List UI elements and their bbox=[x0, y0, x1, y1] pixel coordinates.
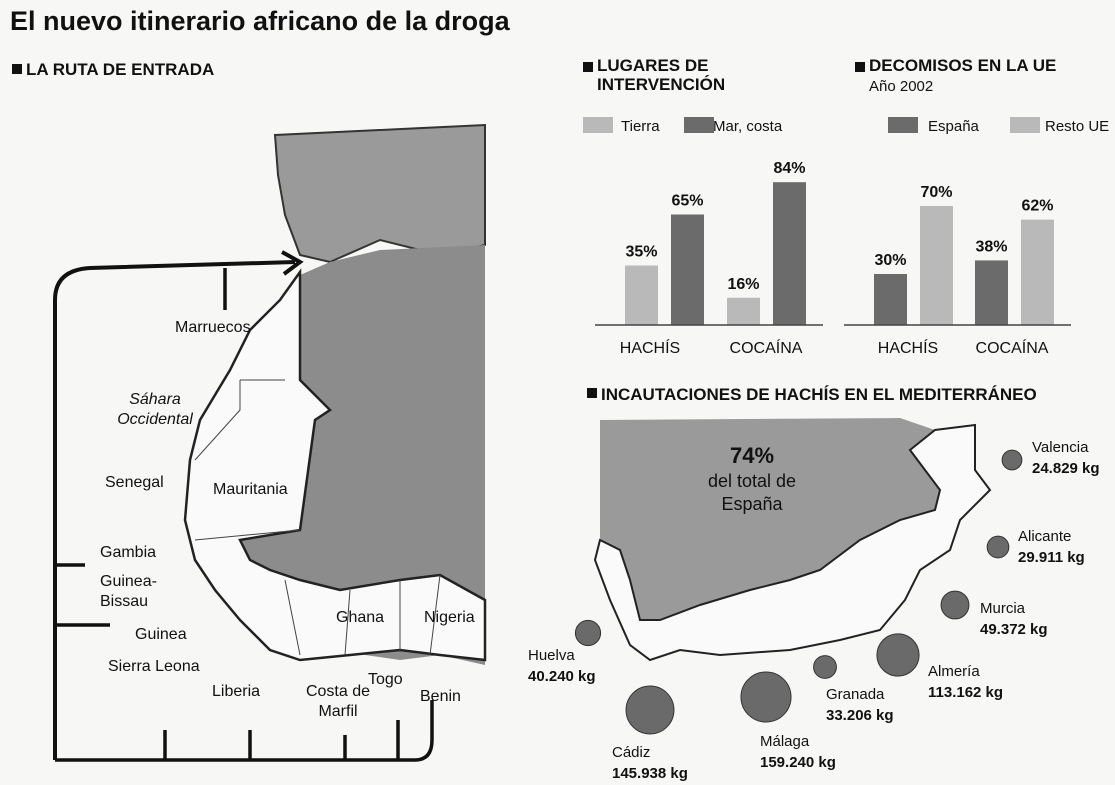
route-title: LA RUTA DE ENTRADA bbox=[26, 60, 214, 79]
bubble bbox=[740, 671, 792, 723]
coastal-provinces bbox=[593, 423, 992, 662]
category-label: HACHÍS bbox=[878, 338, 938, 357]
west-africa-coast bbox=[183, 268, 487, 662]
country-label: Sáhara Occidental bbox=[117, 391, 193, 428]
region-name: Cádiz bbox=[612, 744, 650, 761]
bar bbox=[671, 214, 704, 325]
route-arrow bbox=[281, 250, 304, 276]
bubble bbox=[876, 633, 920, 677]
value-label: 84% bbox=[773, 160, 805, 177]
value-label: 38% bbox=[975, 238, 1007, 255]
country-label: Marruecos bbox=[175, 319, 251, 336]
bar bbox=[773, 182, 806, 325]
value-label: 65% bbox=[671, 193, 703, 210]
bar bbox=[920, 206, 953, 325]
region-name: Huelva bbox=[528, 647, 575, 664]
page-title: El nuevo itinerario africano de la droga bbox=[10, 6, 511, 36]
country-label: Nigeria bbox=[424, 609, 475, 626]
region-value: 40.240 kg bbox=[528, 668, 596, 685]
bar bbox=[625, 265, 658, 325]
legend-swatch bbox=[888, 117, 918, 133]
region-value: 145.938 kg bbox=[612, 765, 688, 782]
chart-title: LUGARES DE INTERVENCIÓN bbox=[597, 56, 726, 94]
bubble bbox=[940, 590, 970, 620]
value-label: 35% bbox=[625, 244, 657, 261]
country-label: Sierra Leona bbox=[108, 658, 200, 675]
region-value: 33.206 kg bbox=[826, 707, 894, 724]
bullet bbox=[583, 62, 593, 72]
country-label: Gambia bbox=[100, 544, 157, 561]
chart-subtitle: Año 2002 bbox=[869, 78, 934, 95]
country-label: Costa de Marfil bbox=[305, 683, 371, 720]
value-label: 70% bbox=[920, 184, 952, 201]
category-label: HACHÍS bbox=[620, 338, 680, 357]
spain-interior bbox=[600, 418, 940, 620]
country-label: Benin bbox=[420, 688, 461, 705]
region-value: 24.829 kg bbox=[1032, 460, 1100, 477]
bubble bbox=[813, 655, 837, 679]
share-note: del total de España bbox=[707, 471, 797, 514]
value-label: 16% bbox=[727, 276, 759, 293]
value-label: 62% bbox=[1021, 198, 1053, 215]
region-value: 49.372 kg bbox=[980, 621, 1048, 638]
country-label: Senegal bbox=[105, 474, 164, 491]
country-label: Ghana bbox=[336, 609, 385, 626]
chart-title: DECOMISOS EN LA UE bbox=[869, 56, 1057, 75]
hashish-title: INCAUTACIONES DE HACHÍS EN EL MEDITERRÁN… bbox=[601, 385, 1037, 404]
bubble bbox=[574, 619, 602, 647]
region-name: Alicante bbox=[1018, 528, 1071, 545]
region-name: Murcia bbox=[980, 600, 1026, 617]
bullet bbox=[587, 388, 597, 398]
value-label: 30% bbox=[874, 252, 906, 269]
country-label: Mauritania bbox=[213, 481, 288, 498]
legend-label: Mar, costa bbox=[713, 118, 783, 135]
route-branches bbox=[55, 268, 434, 762]
country-label: Liberia bbox=[212, 683, 261, 700]
region-name: Valencia bbox=[1032, 439, 1089, 456]
category-label: COCAÍNA bbox=[976, 338, 1049, 357]
borders bbox=[194, 379, 441, 656]
category-label: COCAÍNA bbox=[730, 338, 803, 357]
legend-label: Tierra bbox=[621, 118, 660, 135]
bar bbox=[975, 260, 1008, 325]
spain bbox=[273, 123, 486, 264]
bar bbox=[874, 274, 907, 325]
bullet bbox=[12, 64, 22, 74]
legend-swatch bbox=[684, 117, 714, 133]
route-line bbox=[53, 260, 296, 760]
country-label: Guinea bbox=[135, 626, 187, 643]
region-name: Málaga bbox=[760, 733, 810, 750]
legend-label: España bbox=[928, 118, 980, 135]
legend-label: Resto UE bbox=[1045, 118, 1109, 135]
region-value: 29.911 kg bbox=[1018, 549, 1085, 566]
bubble bbox=[1001, 449, 1023, 471]
region-value: 159.240 kg bbox=[760, 754, 836, 771]
bar bbox=[727, 297, 760, 325]
bubble bbox=[986, 535, 1010, 559]
country-label: Guinea-Bissau bbox=[100, 573, 157, 610]
bar bbox=[1021, 219, 1054, 325]
bullet bbox=[855, 62, 865, 72]
region-value: 113.162 kg bbox=[928, 684, 1003, 701]
share: 74% bbox=[730, 443, 774, 468]
bubble bbox=[625, 685, 675, 735]
region-name: Granada bbox=[826, 686, 885, 703]
legend-swatch bbox=[583, 117, 613, 133]
region-name: Almería bbox=[928, 663, 980, 680]
country-label: Togo bbox=[368, 671, 403, 688]
legend-swatch bbox=[1010, 117, 1040, 133]
